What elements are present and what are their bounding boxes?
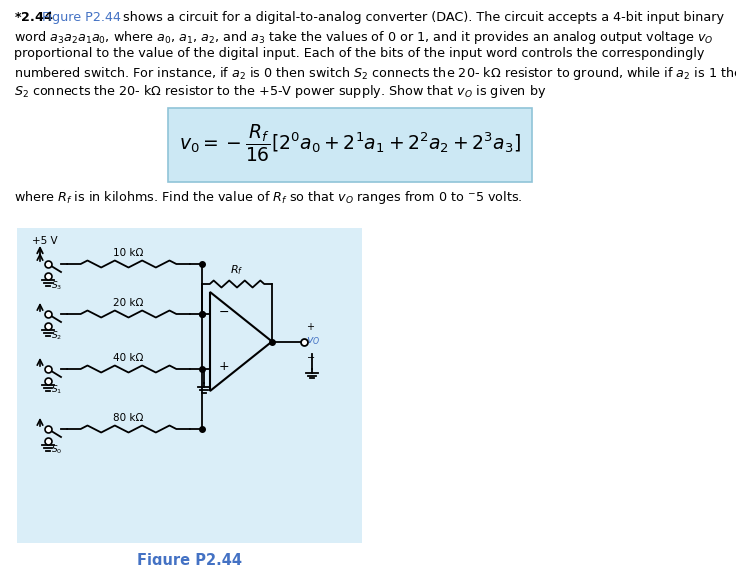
Text: 10 kΩ: 10 kΩ bbox=[113, 248, 144, 258]
Text: numbered switch. For instance, if $a_2$ is 0 then switch $S_2$ connects the 20- : numbered switch. For instance, if $a_2$ … bbox=[14, 65, 736, 82]
Text: $+$: $+$ bbox=[218, 360, 229, 373]
Text: $v_0 = -\dfrac{R_f}{16}[2^0a_0 + 2^1a_1 + 2^2a_2 + 2^3a_3]$: $v_0 = -\dfrac{R_f}{16}[2^0a_0 + 2^1a_1 … bbox=[179, 123, 521, 164]
Text: +5 V: +5 V bbox=[32, 236, 57, 246]
Text: 20 kΩ: 20 kΩ bbox=[113, 298, 144, 308]
Text: shows a circuit for a digital-to-analog converter (DAC). The circuit accepts a 4: shows a circuit for a digital-to-analog … bbox=[119, 11, 724, 24]
Text: $v_O$: $v_O$ bbox=[306, 336, 320, 347]
Text: $S_2$: $S_2$ bbox=[51, 329, 62, 341]
Text: proportional to the value of the digital input. Each of the bits of the input wo: proportional to the value of the digital… bbox=[14, 47, 704, 60]
Text: $S_1$: $S_1$ bbox=[51, 384, 63, 397]
Text: $\mathbf{*2.44}$: $\mathbf{*2.44}$ bbox=[14, 11, 54, 24]
Text: 80 kΩ: 80 kΩ bbox=[113, 413, 144, 423]
FancyBboxPatch shape bbox=[17, 228, 362, 543]
Text: word $a_3a_2a_1a_0$, where $a_0$, $a_1$, $a_2$, and $a_3$ take the values of 0 o: word $a_3a_2a_1a_0$, where $a_0$, $a_1$,… bbox=[14, 29, 713, 46]
FancyBboxPatch shape bbox=[168, 108, 532, 182]
Text: +: + bbox=[306, 323, 314, 332]
Text: $S_3$: $S_3$ bbox=[51, 279, 63, 292]
Text: $S_2$ connects the 20- k$\Omega$ resistor to the +5-V power supply. Show that $v: $S_2$ connects the 20- k$\Omega$ resisto… bbox=[14, 83, 546, 100]
Polygon shape bbox=[210, 292, 272, 391]
Text: $-$: $-$ bbox=[218, 305, 229, 318]
Text: 40 kΩ: 40 kΩ bbox=[113, 353, 144, 363]
Text: where $R_f$ is in kilohms. Find the value of $R_f$ so that $v_O$ ranges from 0 t: where $R_f$ is in kilohms. Find the valu… bbox=[14, 189, 523, 206]
Text: Figure P2.44: Figure P2.44 bbox=[42, 11, 121, 24]
Text: $S_0$: $S_0$ bbox=[51, 444, 63, 457]
Text: $-$: $-$ bbox=[306, 350, 315, 360]
Text: Figure P2.44: Figure P2.44 bbox=[137, 553, 242, 565]
Text: $R_f$: $R_f$ bbox=[230, 263, 244, 277]
